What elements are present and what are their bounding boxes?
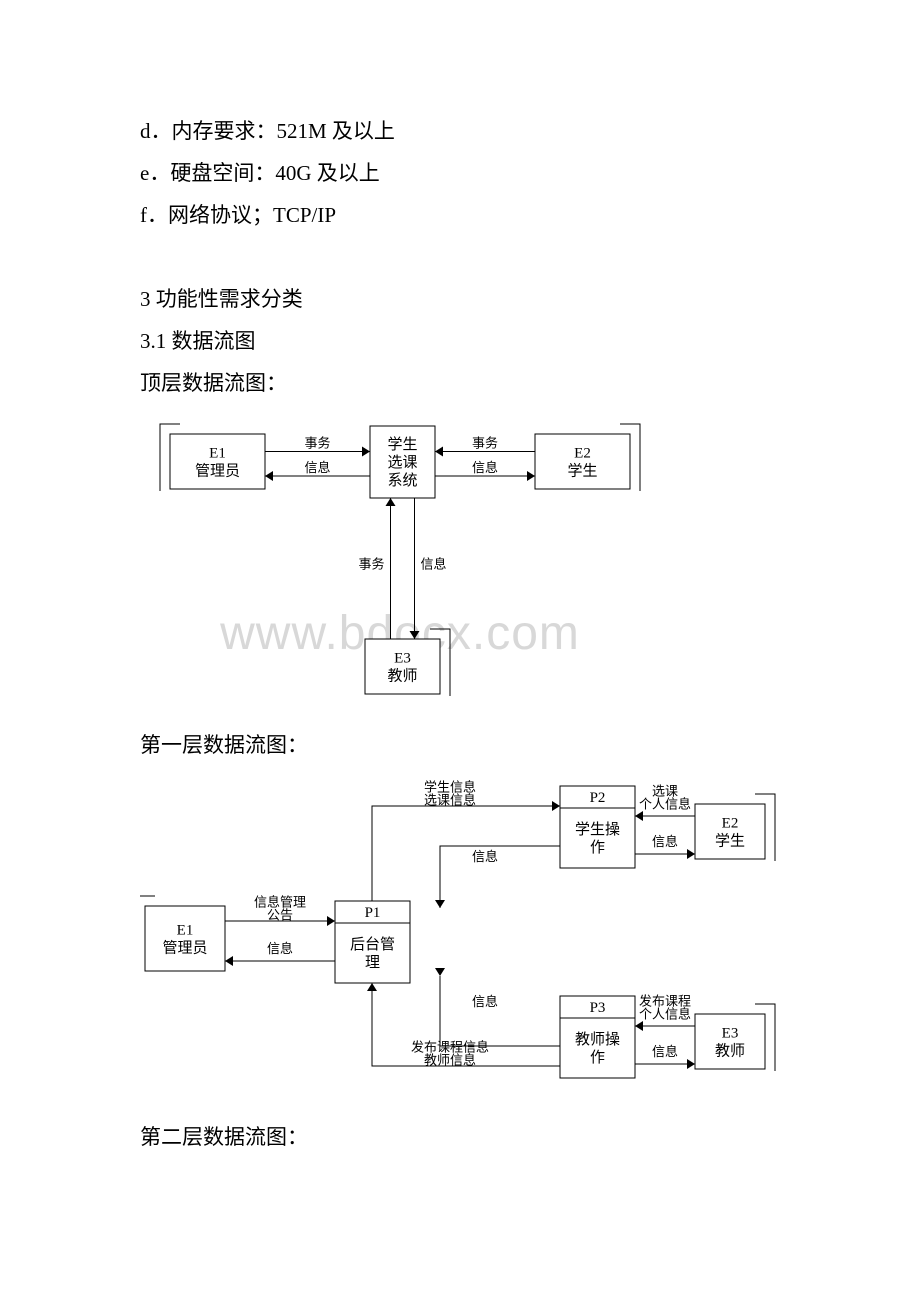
svg-text:信息: 信息 (421, 557, 447, 572)
svg-text:选课信息: 选课信息 (424, 793, 476, 808)
svg-text:信息: 信息 (652, 834, 678, 849)
svg-text:学生: 学生 (387, 436, 417, 453)
level1-dfd: E1管理员P1后台管理P2学生操作P3教师操作E2学生E3教师信息管理公告信息学… (140, 776, 780, 1096)
requirement-line: e．硬盘空间：40G 及以上 (140, 152, 780, 194)
svg-text:信息: 信息 (304, 460, 330, 475)
spacer (140, 236, 780, 278)
svg-text:管理员: 管理员 (162, 940, 207, 957)
top-level-dfd: www.bdocx.comE1管理员学生选课系统E2学生E3教师事务信息事务信息… (140, 414, 780, 704)
svg-text:信息: 信息 (472, 460, 498, 475)
svg-text:E1: E1 (209, 446, 226, 462)
svg-text:事务: 事务 (304, 436, 330, 451)
svg-text:E3: E3 (394, 651, 411, 667)
svg-text:E3: E3 (722, 1026, 739, 1042)
svg-text:个人信息: 个人信息 (639, 1007, 691, 1022)
svg-text:作: 作 (590, 1049, 605, 1066)
diagram-caption: 第二层数据流图： (140, 1116, 780, 1158)
document-page: d．内存要求：521M 及以上 e．硬盘空间：40G 及以上 f．网络协议；TC… (0, 0, 920, 1218)
svg-text:教师操: 教师操 (575, 1031, 620, 1048)
svg-text:信息: 信息 (267, 941, 293, 956)
requirement-line: f．网络协议；TCP/IP (140, 194, 780, 236)
requirement-line: d．内存要求：521M 及以上 (140, 110, 780, 152)
svg-text:信息: 信息 (472, 849, 498, 864)
svg-text:后台管: 后台管 (350, 936, 395, 953)
svg-text:作: 作 (590, 839, 605, 856)
svg-text:系统: 系统 (387, 472, 417, 489)
section-heading: 3 功能性需求分类 (140, 278, 780, 320)
svg-text:公告: 公告 (267, 908, 293, 923)
svg-text:学生: 学生 (567, 463, 597, 480)
svg-text:教师: 教师 (715, 1043, 745, 1060)
subsection-heading: 3.1 数据流图 (140, 320, 780, 362)
diagram-caption: 顶层数据流图： (140, 362, 780, 404)
svg-text:教师: 教师 (387, 668, 417, 685)
svg-text:P3: P3 (590, 1000, 606, 1016)
svg-text:管理员: 管理员 (195, 463, 240, 480)
svg-text:P1: P1 (365, 905, 381, 921)
svg-text:信息: 信息 (652, 1044, 678, 1059)
svg-text:P2: P2 (590, 790, 606, 806)
diagram-caption: 第一层数据流图： (140, 724, 780, 766)
svg-text:事务: 事务 (358, 557, 384, 572)
svg-text:教师信息: 教师信息 (424, 1053, 476, 1068)
svg-text:E2: E2 (574, 446, 591, 462)
svg-text:学生操: 学生操 (575, 821, 620, 838)
svg-text:E1: E1 (177, 923, 194, 939)
svg-text:学生: 学生 (715, 833, 745, 850)
svg-text:事务: 事务 (472, 436, 498, 451)
svg-text:理: 理 (365, 955, 380, 971)
svg-text:E2: E2 (722, 816, 739, 832)
svg-text:信息: 信息 (472, 994, 498, 1009)
svg-text:选课: 选课 (387, 454, 417, 471)
svg-text:个人信息: 个人信息 (639, 797, 691, 812)
